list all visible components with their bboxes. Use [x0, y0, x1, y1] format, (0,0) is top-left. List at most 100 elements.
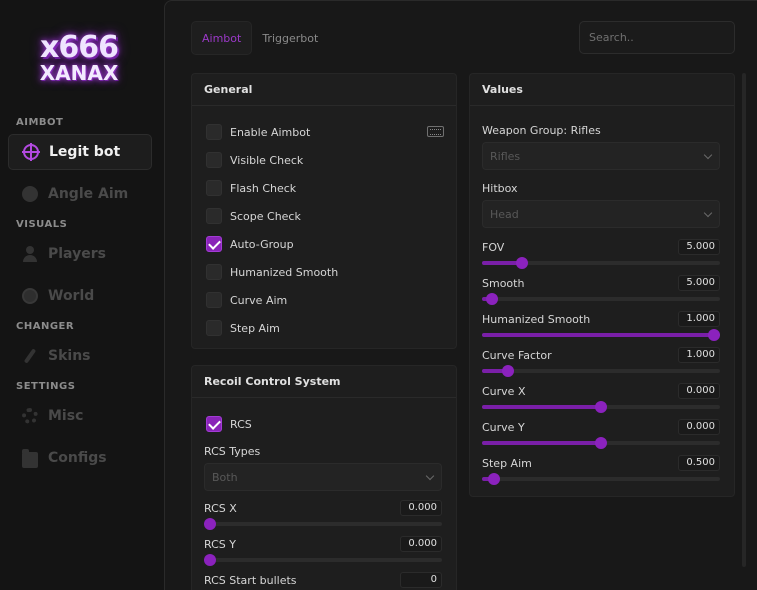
slider-label: Curve Y	[482, 421, 525, 434]
main-scrollbar[interactable]	[742, 73, 746, 567]
sidebar-item-players[interactable]: Players	[8, 236, 152, 272]
option-row[interactable]: Curve Aim	[206, 291, 287, 309]
slider-track[interactable]	[482, 369, 720, 373]
option-row[interactable]: Auto-Group	[206, 235, 294, 253]
chevron-down-icon	[704, 151, 712, 159]
rcs-checkbox[interactable]	[206, 416, 222, 432]
keyboard-icon[interactable]	[427, 126, 444, 137]
option-checkbox[interactable]	[206, 180, 222, 196]
slider-value[interactable]: 1.000	[678, 347, 720, 363]
option-label: Step Aim	[230, 322, 280, 335]
slider-value[interactable]: 1.000	[678, 311, 720, 327]
sidebar-item-label: Configs	[48, 450, 107, 466]
sidebar-item-legit-bot[interactable]: Legit bot	[8, 134, 152, 170]
slider-track[interactable]	[482, 477, 720, 481]
slider-value[interactable]: 0.000	[678, 419, 720, 435]
section-label-settings: SETTINGS	[16, 381, 75, 392]
rcs-toggle[interactable]: RCS	[206, 415, 252, 433]
slider-handle[interactable]	[204, 518, 216, 530]
option-label: Visible Check	[230, 154, 303, 167]
option-checkbox[interactable]	[206, 208, 222, 224]
weapon-group-value: Rifles	[490, 150, 520, 163]
sidebar: x666 XANAX AIMBOT Legit bot Angle Aim VI…	[0, 0, 164, 590]
slider-track[interactable]	[482, 261, 720, 265]
sidebar-item-configs[interactable]: Configs	[8, 440, 152, 476]
slider-label: FOV	[482, 241, 504, 254]
globe-icon	[22, 288, 38, 304]
gear-icon	[22, 408, 38, 424]
slider-value[interactable]: 0.500	[678, 455, 720, 471]
values-panel: Values Weapon Group: Rifles Rifles Hitbo…	[469, 73, 735, 497]
slider-track[interactable]	[482, 441, 720, 445]
rcs-panel: Recoil Control System RCS RCS Types Both…	[191, 365, 457, 590]
slider-value[interactable]: 5.000	[678, 275, 720, 291]
slider-track[interactable]	[204, 558, 442, 562]
hitbox-value: Head	[490, 208, 519, 221]
slider-fill	[482, 405, 601, 409]
slider-handle[interactable]	[595, 401, 607, 413]
general-panel-title: General	[192, 74, 456, 106]
slider-handle[interactable]	[486, 293, 498, 305]
option-row[interactable]: Flash Check	[206, 179, 296, 197]
slider-handle[interactable]	[595, 437, 607, 449]
slider-value[interactable]: 5.000	[678, 239, 720, 255]
option-row[interactable]: Visible Check	[206, 151, 303, 169]
rcs-types-select[interactable]: Both	[204, 463, 442, 491]
tab-triggerbot[interactable]: Triggerbot	[252, 21, 328, 55]
tab-aimbot[interactable]: Aimbot	[191, 21, 252, 55]
option-checkbox[interactable]	[206, 264, 222, 280]
values-panel-title: Values	[470, 74, 734, 106]
person-icon	[22, 246, 38, 262]
slider-handle[interactable]	[204, 554, 216, 566]
option-label: Enable Aimbot	[230, 126, 310, 139]
logo: x666 XANAX	[24, 34, 134, 94]
slider-value[interactable]: 0.000	[400, 500, 442, 516]
slider-label: Curve Factor	[482, 349, 552, 362]
chevron-down-icon	[426, 472, 434, 480]
skull-icon	[22, 186, 38, 202]
sidebar-item-angle-aim[interactable]: Angle Aim	[8, 176, 152, 212]
sidebar-item-world[interactable]: World	[8, 278, 152, 314]
slider-handle[interactable]	[516, 257, 528, 269]
folder-icon	[22, 452, 38, 468]
section-label-visuals: VISUALS	[16, 219, 67, 230]
option-checkbox[interactable]	[206, 236, 222, 252]
slider-label: Smooth	[482, 277, 524, 290]
section-label-changer: CHANGER	[16, 321, 74, 332]
slider-track[interactable]	[482, 405, 720, 409]
option-row[interactable]: Humanized Smooth	[206, 263, 338, 281]
slider-value[interactable]: 0	[400, 572, 442, 588]
slider-handle[interactable]	[708, 329, 720, 341]
option-checkbox[interactable]	[206, 152, 222, 168]
option-label: Curve Aim	[230, 294, 287, 307]
option-checkbox[interactable]	[206, 124, 222, 140]
main-panel: Aimbot Triggerbot General Enable Aimbot V…	[164, 0, 757, 590]
slider-value[interactable]: 0.000	[400, 536, 442, 552]
slider-track[interactable]	[482, 333, 720, 337]
slider-track[interactable]	[204, 522, 442, 526]
weapon-group-select[interactable]: Rifles	[482, 142, 720, 170]
slider-label: Humanized Smooth	[482, 313, 590, 326]
hitbox-label: Hitbox	[482, 182, 518, 195]
rcs-checkbox-label: RCS	[230, 418, 252, 431]
search-input[interactable]	[579, 21, 735, 54]
option-row[interactable]: Enable Aimbot	[206, 123, 310, 141]
slider-label: Step Aim	[482, 457, 532, 470]
slider-value[interactable]: 0.000	[678, 383, 720, 399]
option-row[interactable]: Step Aim	[206, 319, 280, 337]
sidebar-item-skins[interactable]: Skins	[8, 338, 152, 374]
sidebar-item-misc[interactable]: Misc	[8, 398, 152, 434]
logo-line-1: x666	[24, 34, 134, 62]
option-checkbox[interactable]	[206, 292, 222, 308]
slider-handle[interactable]	[488, 473, 500, 485]
option-row[interactable]: Scope Check	[206, 207, 301, 225]
slider-handle[interactable]	[502, 365, 514, 377]
brush-icon	[22, 348, 38, 364]
crosshair-icon	[23, 144, 39, 160]
slider-track[interactable]	[482, 297, 720, 301]
hitbox-select[interactable]: Head	[482, 200, 720, 228]
option-checkbox[interactable]	[206, 320, 222, 336]
slider-label: RCS Start bullets	[204, 574, 297, 587]
sidebar-item-label: Skins	[48, 348, 91, 364]
general-panel: General Enable Aimbot Visible Check Flash …	[191, 73, 457, 349]
